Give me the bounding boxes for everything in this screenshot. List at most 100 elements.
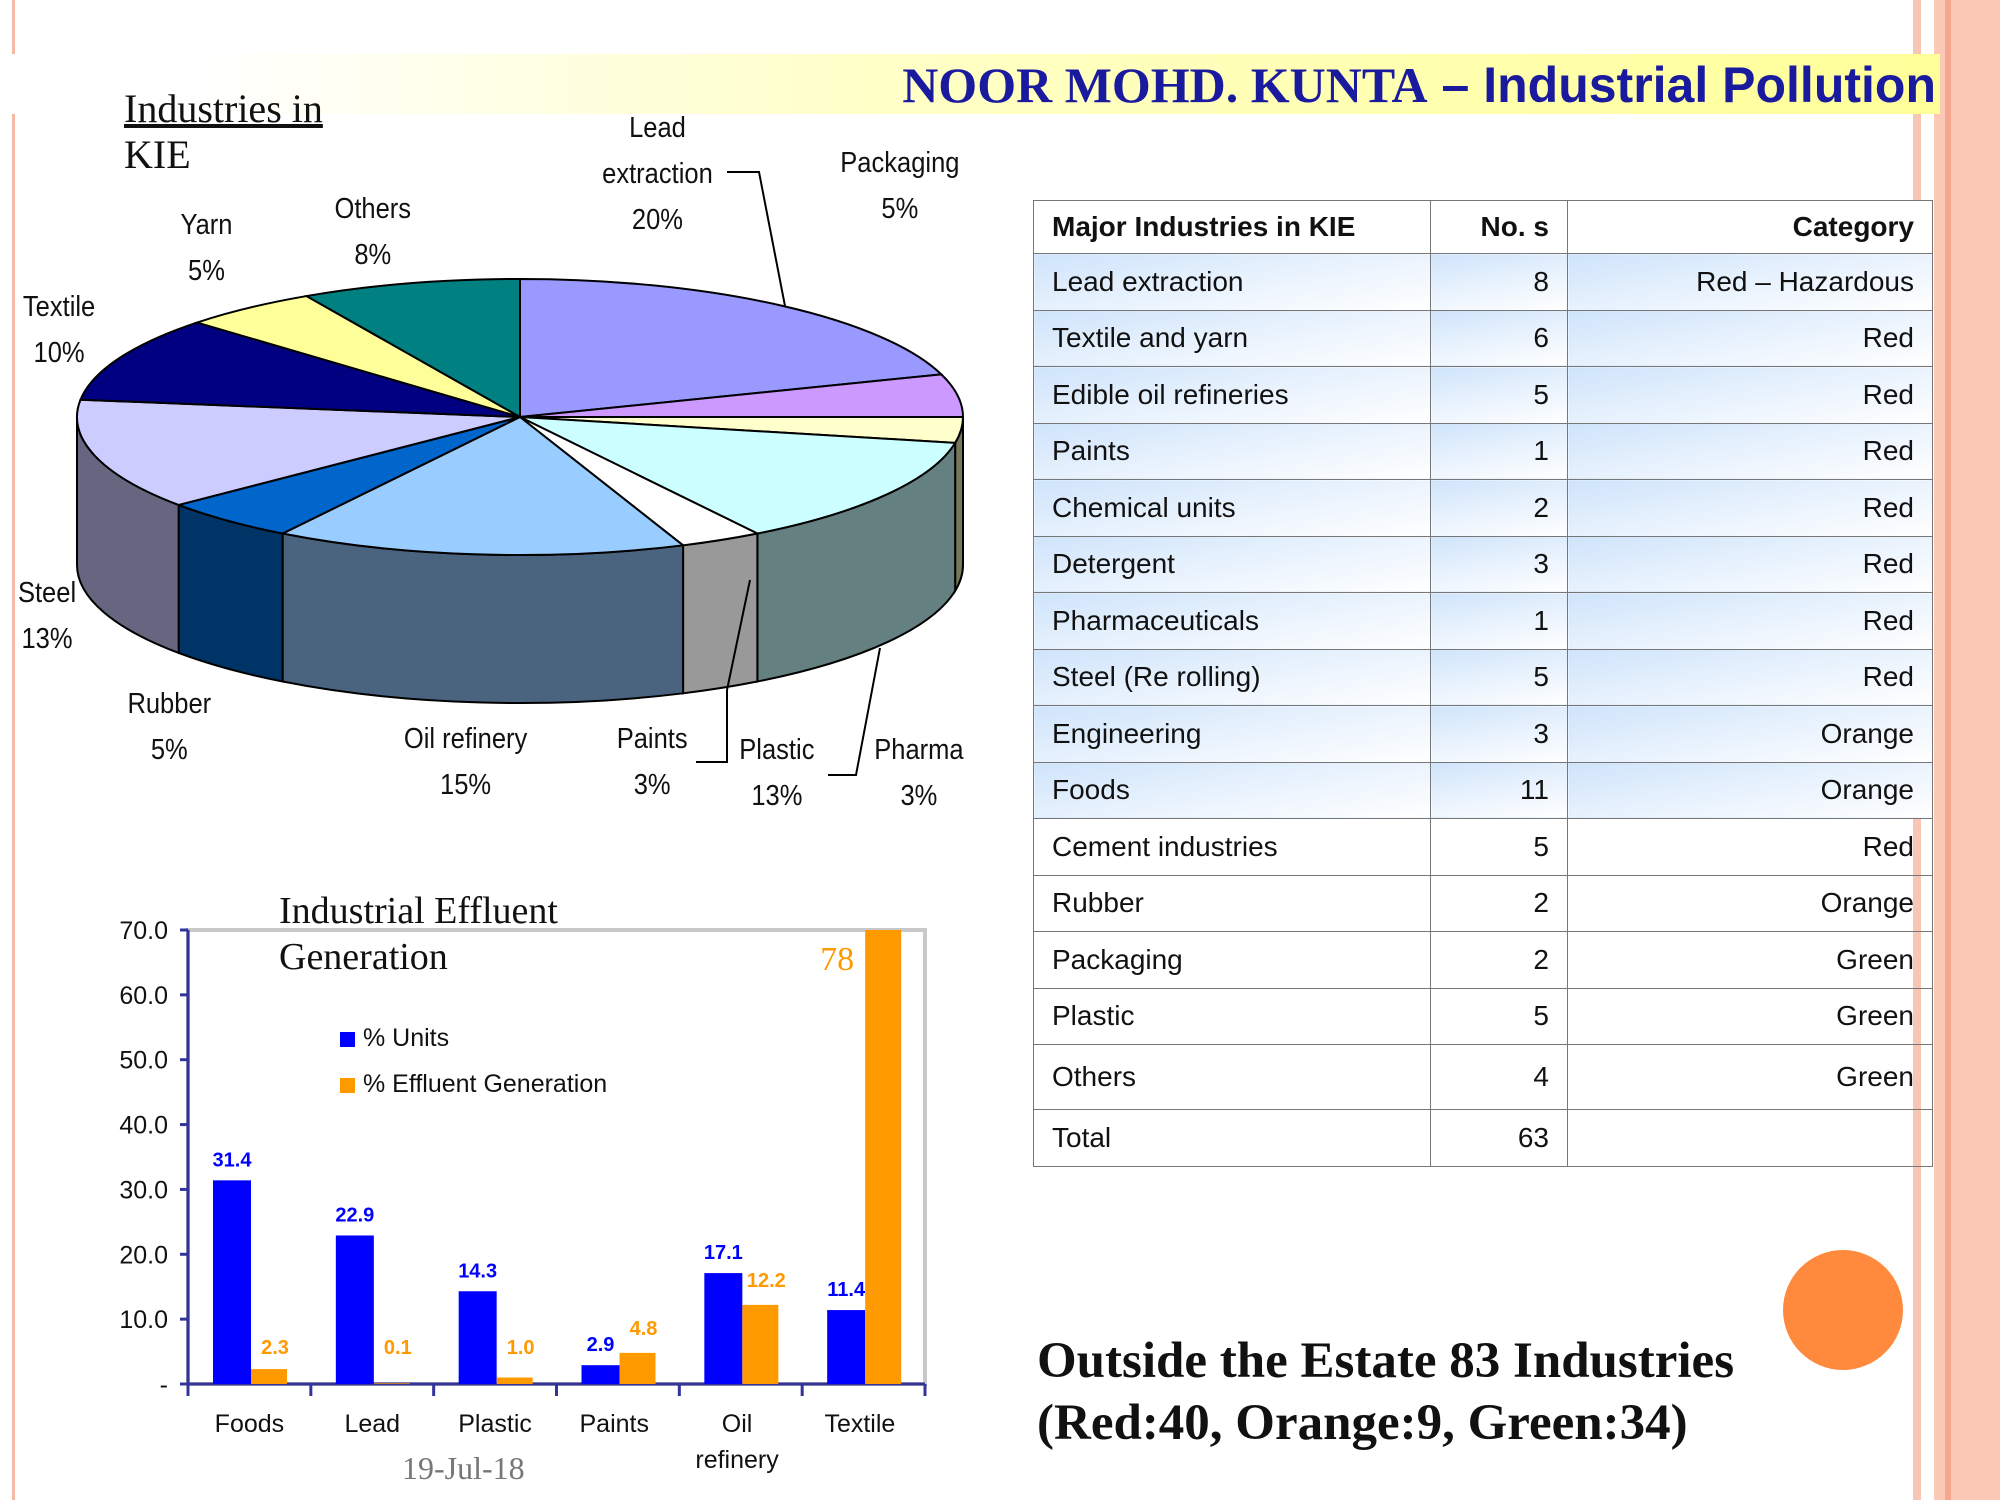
cell-category: Red: [1567, 648, 1933, 706]
bar-heading: Industrial Effluent Generation: [279, 888, 558, 980]
cell-industry: Engineering: [1033, 705, 1431, 763]
decorative-circle: [1783, 1250, 1903, 1370]
pie-slice-steel: [76, 398, 521, 507]
cell-category: Red: [1567, 818, 1933, 876]
cell-category: Green: [1567, 987, 1933, 1045]
pie-slice-lead-extraction: [519, 277, 944, 419]
pie-leader-line: [828, 647, 881, 776]
pie-label-value: 3%: [633, 769, 671, 801]
cell-industry: Packaging: [1033, 931, 1431, 989]
slide-title: NOOR MOHD. KUNTA – Industrial Pollution: [902, 54, 1936, 114]
title-topic: – Industrial Pollution: [1427, 57, 1936, 113]
cell-category: Red: [1567, 535, 1933, 593]
pie-label-value: 13%: [21, 623, 73, 655]
pie-leader-line: [727, 171, 786, 307]
industries-table: Major Industries in KIE No. s Category L…: [1033, 200, 1933, 1167]
table-total-row: Total 63: [1033, 1109, 1933, 1167]
title-name: NOOR MOHD. KUNTA: [902, 57, 1428, 113]
data-label: 12.2: [747, 1270, 786, 1292]
header-count: No. s: [1430, 200, 1568, 254]
pie-label-name: Plastic: [739, 734, 815, 766]
bar-units-oil-refinery: [704, 1273, 743, 1384]
data-label: 22.9: [335, 1204, 374, 1226]
cell-category: Red: [1567, 366, 1933, 424]
pie-label-value: 5%: [881, 193, 919, 225]
cell-count: 2: [1430, 479, 1568, 537]
x-tick-label: Textile: [824, 1410, 895, 1438]
pie-label-oil-refinery: Oil refinery 15%: [404, 716, 527, 808]
cell-count: 11: [1430, 761, 1568, 819]
pie-slice-textile: [79, 321, 521, 418]
pie-label-paints: Paints 3%: [617, 716, 688, 808]
data-label: 17.1: [704, 1242, 743, 1264]
y-tick-label: 70.0: [119, 917, 168, 945]
bar-units-textile: [827, 1310, 866, 1384]
outside-line2: (Red:40, Orange:9, Green:34): [1037, 1395, 1688, 1451]
pie-side-pharma: [954, 416, 964, 595]
slide-date: 19-Jul-18: [402, 1450, 525, 1486]
cell-industry: Lead extraction: [1033, 253, 1431, 311]
cell-industry: Steel (Re rolling): [1033, 648, 1431, 706]
pie-label-pharma: Pharma 3%: [874, 727, 963, 819]
cell-count: 2: [1430, 931, 1568, 989]
cell-category: [1567, 1109, 1933, 1167]
data-label: 31.4: [213, 1149, 253, 1171]
table-header-row: Major Industries in KIE No. s Category: [1033, 200, 1933, 254]
pie-label-value: 5%: [150, 734, 188, 766]
cell-category: Green: [1567, 1044, 1933, 1110]
outside-line1: Outside the Estate 83 Industries: [1037, 1333, 1735, 1389]
cell-category: Orange: [1567, 705, 1933, 763]
table-row: Lead extraction 8 Red – Hazardous: [1033, 253, 1933, 311]
bar-units-foods: [213, 1180, 251, 1384]
right-border-band: [1934, 0, 2000, 1500]
plot-area-border: [186, 928, 927, 1386]
pie-side-oil-refinery: [281, 532, 685, 704]
cell-industry: Pharmaceuticals: [1033, 592, 1431, 650]
cell-count: 1: [1430, 592, 1568, 650]
legend-swatch: [340, 1032, 355, 1047]
y-tick-label: 20.0: [119, 1241, 168, 1269]
pie-heading: Industries in KIE: [124, 86, 323, 178]
x-tick-label: Oil: [722, 1410, 753, 1438]
outside-estate-summary: Outside the Estate 83 Industries (Red:40…: [1037, 1330, 1734, 1454]
cell-industry: Others: [1033, 1044, 1431, 1110]
x-tick-label: Foods: [215, 1410, 284, 1438]
left-border-line: [12, 0, 15, 1500]
pie-leader-line: [696, 695, 728, 763]
y-tick-label: 50.0: [119, 1047, 168, 1075]
legend-label: % Units: [363, 1024, 449, 1052]
data-label: 4.8: [630, 1318, 658, 1340]
y-tick-label: 30.0: [119, 1176, 168, 1204]
cell-category: Red: [1567, 592, 1933, 650]
cell-category: Red: [1567, 479, 1933, 537]
x-tick-label: refinery: [695, 1446, 779, 1474]
pie-label-lead-extraction: Lead extraction 20%: [602, 105, 713, 243]
pie-heading-line1: Industries in: [124, 86, 323, 131]
cell-count: 6: [1430, 309, 1568, 367]
pie-label-name: Textile: [22, 291, 96, 323]
cell-count: 63: [1430, 1109, 1568, 1167]
table-row: Engineering 3 Orange: [1033, 705, 1933, 763]
cell-count: 3: [1430, 705, 1568, 763]
pie-label-value: 3%: [900, 780, 938, 812]
cell-industry: Chemical units: [1033, 479, 1431, 537]
cell-category: Red: [1567, 309, 1933, 367]
cell-count: 5: [1430, 987, 1568, 1045]
pie-label-value: 10%: [33, 337, 85, 369]
right-border-stripe-dark: [1945, 0, 1951, 1500]
x-tick-label: Paints: [579, 1410, 648, 1438]
y-tick-label: 40.0: [119, 1112, 168, 1140]
header-category: Category: [1567, 200, 1933, 254]
cell-industry: Cement industries: [1033, 818, 1431, 876]
table-row: Chemical units 2 Red: [1033, 479, 1933, 537]
table-row: Rubber 2 Orange: [1033, 874, 1933, 932]
cell-industry: Paints: [1033, 422, 1431, 480]
table-row: Packaging 2 Green: [1033, 931, 1933, 989]
pie-chart: [76, 171, 965, 776]
bar-effluent-plastic: [496, 1377, 533, 1384]
cell-count: 1: [1430, 422, 1568, 480]
cell-category: Red: [1567, 422, 1933, 480]
bar-heading-line2: Generation: [279, 936, 448, 978]
x-tick-label: Plastic: [458, 1410, 532, 1438]
pie-label-textile: Textile 10%: [23, 284, 95, 376]
